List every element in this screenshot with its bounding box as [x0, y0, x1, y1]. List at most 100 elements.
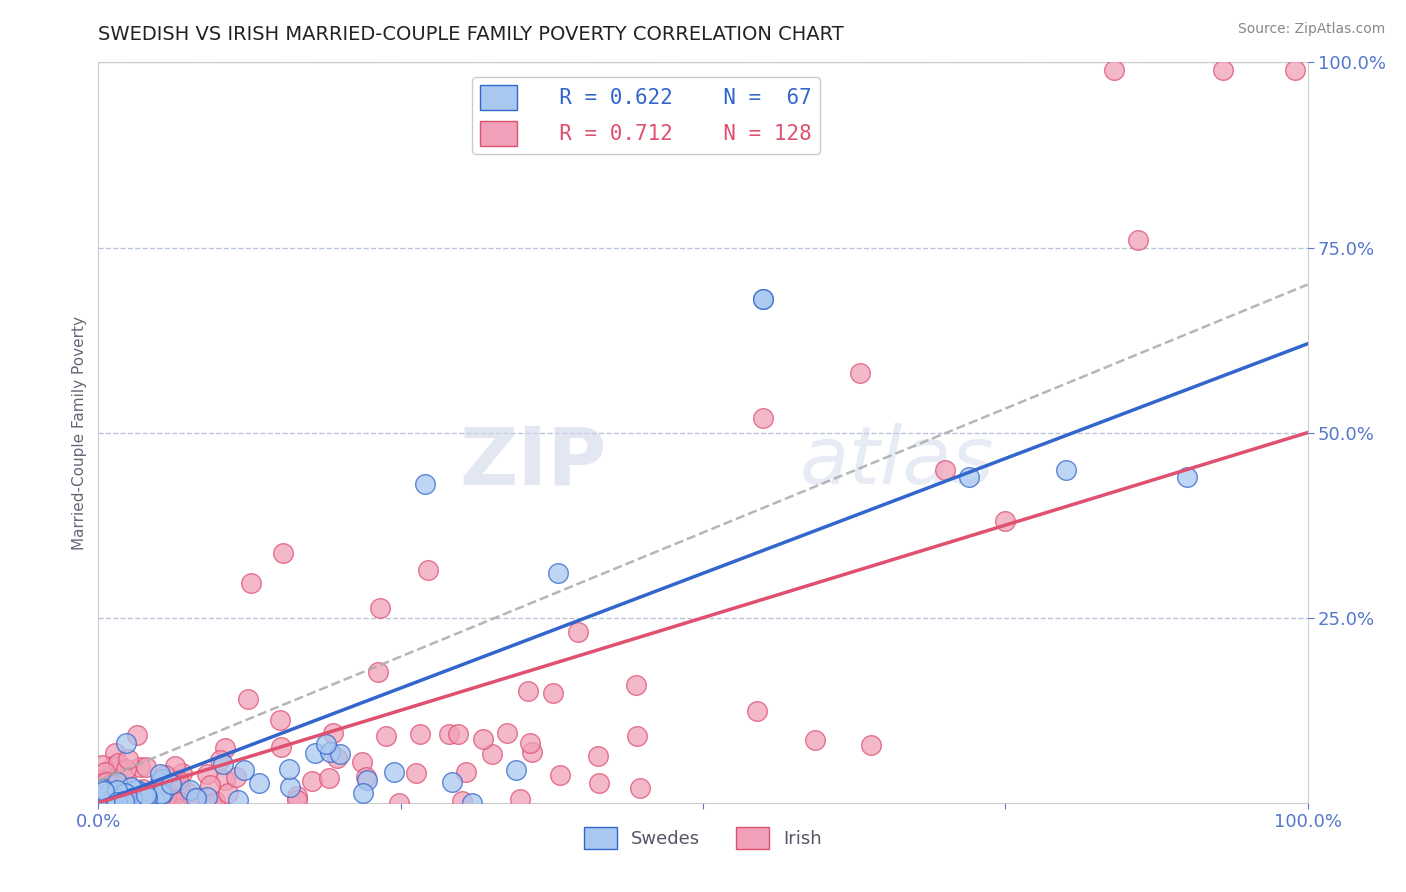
Point: [104, 747, 127, 761]
Point: [128, 760, 150, 774]
Point: [100, 795, 122, 809]
Point: [155, 782, 177, 797]
Point: [153, 768, 176, 782]
Point: [315, 737, 337, 751]
Point: [447, 727, 470, 741]
Point: [132, 781, 155, 796]
Point: [405, 765, 427, 780]
Point: [145, 783, 167, 797]
Point: [98, 773, 121, 788]
Point: [111, 778, 134, 792]
Point: [352, 755, 374, 769]
Point: [304, 746, 326, 760]
Point: [384, 764, 406, 779]
Point: [128, 793, 150, 807]
Point: [437, 727, 460, 741]
Point: [520, 745, 543, 759]
Point: [356, 770, 378, 784]
Point: [127, 783, 149, 797]
Point: [93, 794, 115, 808]
Point: [752, 293, 775, 307]
Point: [87, 790, 110, 805]
Point: [100, 785, 122, 799]
Point: [145, 785, 167, 799]
Point: [239, 576, 262, 591]
Point: [1054, 462, 1077, 476]
Point: [91, 776, 114, 790]
Point: [451, 794, 474, 808]
Point: [149, 787, 172, 801]
Point: [519, 736, 541, 750]
Point: [211, 756, 233, 771]
Point: [352, 786, 374, 800]
Point: [114, 786, 136, 800]
Point: [135, 760, 157, 774]
Point: [1102, 62, 1125, 77]
Point: [111, 796, 134, 810]
Point: [149, 775, 172, 789]
Point: [200, 795, 222, 809]
Point: [149, 767, 172, 781]
Point: [101, 759, 124, 773]
Point: [91, 757, 114, 772]
Point: [226, 793, 249, 807]
Point: [356, 772, 378, 787]
Point: [120, 780, 142, 794]
Point: [150, 793, 173, 807]
Point: [214, 772, 236, 787]
Point: [155, 793, 177, 807]
Point: [114, 791, 136, 805]
Point: [994, 515, 1017, 529]
Point: [195, 767, 218, 781]
Point: [957, 470, 980, 484]
Point: [184, 791, 207, 805]
Point: [165, 758, 187, 772]
Point: [91, 782, 114, 797]
Point: [167, 778, 190, 792]
Point: [91, 772, 114, 787]
Point: [122, 790, 145, 805]
Point: [176, 784, 198, 798]
Point: [105, 782, 128, 797]
Point: [98, 796, 121, 810]
Point: [456, 764, 478, 779]
Point: [159, 777, 181, 791]
Point: [233, 763, 256, 777]
Point: [152, 786, 174, 800]
Point: [121, 791, 143, 805]
Point: [543, 686, 565, 700]
Point: [132, 790, 155, 805]
Point: [271, 546, 294, 560]
Point: [94, 764, 117, 779]
Point: [752, 293, 775, 307]
Point: [236, 692, 259, 706]
Point: [135, 790, 157, 805]
Point: [626, 729, 648, 743]
Point: [114, 794, 136, 808]
Point: [179, 782, 201, 797]
Point: [375, 729, 398, 743]
Point: [1175, 470, 1198, 484]
Point: [198, 778, 221, 792]
Point: [107, 795, 129, 809]
Point: [278, 762, 301, 776]
Point: [114, 784, 136, 798]
Point: [214, 740, 236, 755]
Point: [129, 793, 152, 807]
Point: [193, 792, 215, 806]
Point: [150, 772, 173, 786]
Point: [516, 684, 538, 698]
Point: [125, 728, 148, 742]
Point: [495, 725, 517, 739]
Point: [567, 624, 589, 639]
Point: [588, 775, 610, 789]
Point: [97, 787, 120, 801]
Point: [157, 796, 180, 810]
Point: [201, 796, 224, 810]
Point: [367, 665, 389, 679]
Point: [93, 783, 115, 797]
Point: [195, 790, 218, 805]
Point: [105, 775, 128, 789]
Point: [114, 786, 136, 800]
Point: [96, 792, 118, 806]
